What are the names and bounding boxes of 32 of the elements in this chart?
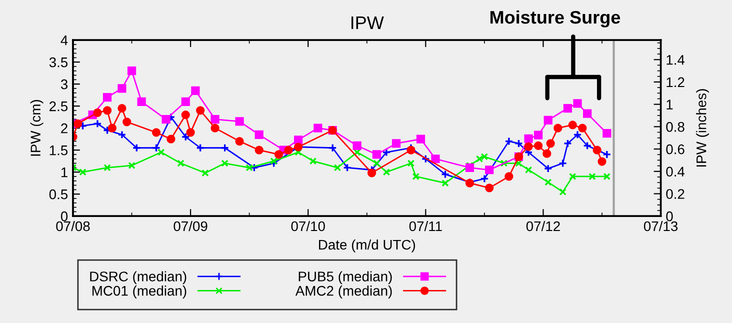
y2-tick-label: 0.6 bbox=[666, 144, 684, 154]
y2-tick-label: 1 bbox=[666, 100, 673, 110]
x-axis-title: Date (m/d UTC) bbox=[319, 239, 416, 252]
x-tick-label: 07/11 bbox=[409, 220, 442, 232]
y-tick-label: 2 bbox=[61, 123, 68, 134]
y-tick-label: 1.5 bbox=[50, 146, 68, 156]
legend-label: AMC2 (median) bbox=[295, 286, 392, 298]
x-tick-label: 07/10 bbox=[291, 220, 325, 232]
y-tick-label: 2.5 bbox=[50, 101, 68, 112]
y2-tick-label: 1.2 bbox=[666, 77, 684, 87]
legend-label: MC01 (median) bbox=[92, 286, 186, 298]
y2-tick-label: 0.8 bbox=[666, 122, 684, 132]
y-tick-label: 4 bbox=[60, 36, 68, 46]
x-tick-label: 07/09 bbox=[174, 220, 208, 232]
y-tick-label: 3.5 bbox=[49, 57, 68, 68]
legend-label: DSRC (median) bbox=[90, 271, 186, 284]
y2-tick-label: 1.4 bbox=[666, 55, 685, 65]
y-tick-label: 3 bbox=[60, 79, 68, 90]
y2-axis-title: IPW (inches) bbox=[696, 89, 709, 167]
x-tick-label: 07/08 bbox=[56, 220, 90, 232]
text: Moisture Surge bbox=[490, 10, 620, 28]
y2-tick-label: 0 bbox=[666, 211, 673, 222]
y-tick-label: 1 bbox=[61, 168, 68, 178]
chart-title: IPW bbox=[351, 16, 384, 29]
legend-label: PUB5 (median) bbox=[298, 271, 392, 284]
y-tick-label: 0 bbox=[60, 211, 68, 222]
y-tick-label: 0.5 bbox=[49, 189, 68, 200]
x-tick-label: 07/13 bbox=[644, 220, 678, 232]
x-tick-label: 07/12 bbox=[526, 220, 560, 232]
y-axis-title: IPW (cm) bbox=[30, 100, 44, 156]
y2-tick-label: 0.2 bbox=[666, 189, 684, 199]
y2-tick-label: 0.4 bbox=[666, 166, 685, 177]
